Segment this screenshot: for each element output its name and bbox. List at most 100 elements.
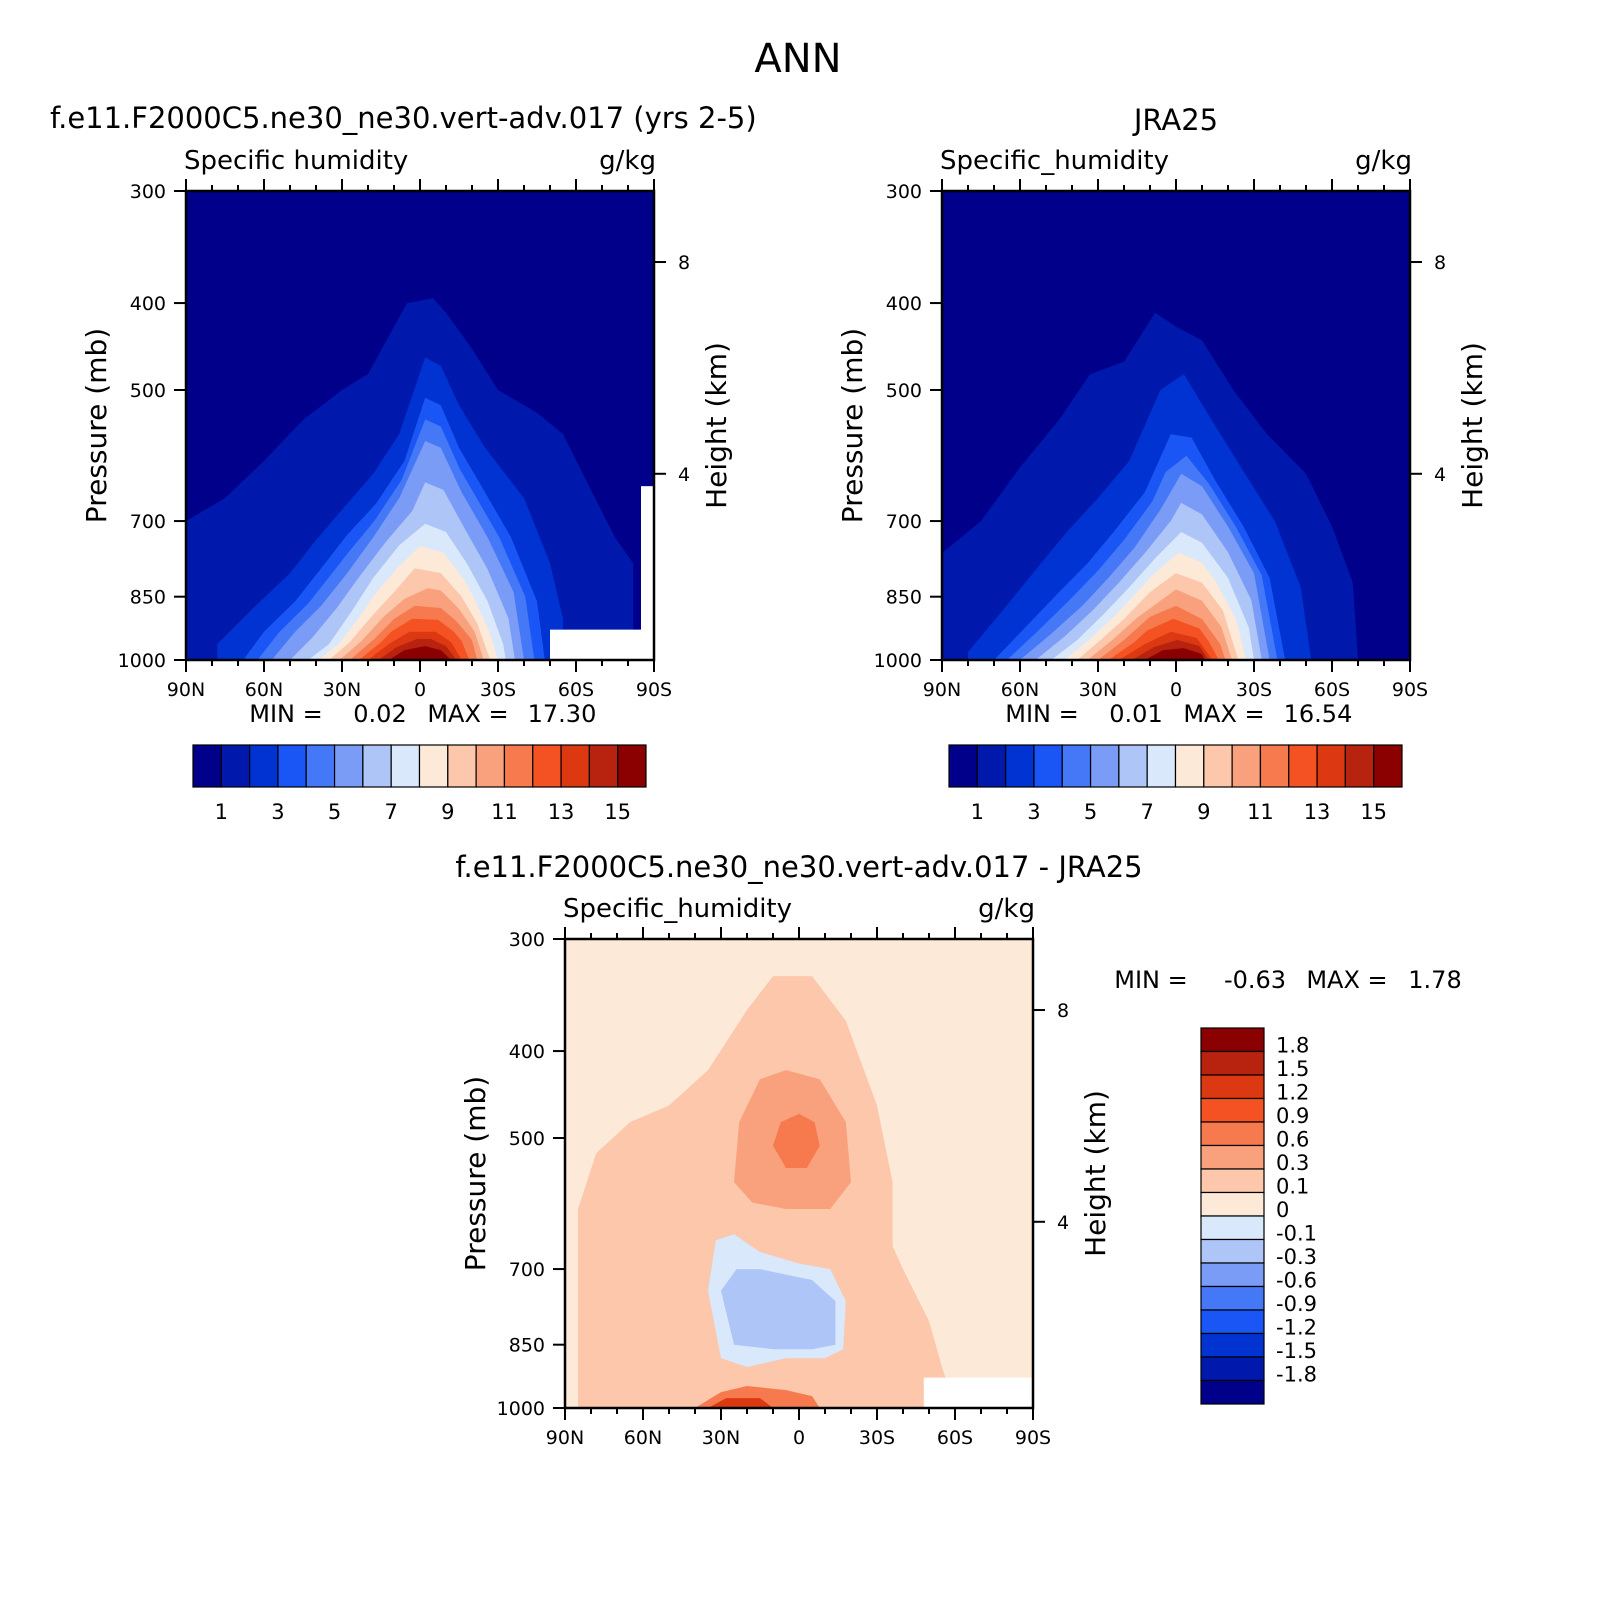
y2-axis-label: Height (km) <box>1456 342 1489 509</box>
colorbar-box <box>1259 744 1290 788</box>
x-tick-label: 30S <box>1236 679 1272 701</box>
left-string: Specific_humidity <box>563 894 792 924</box>
y-tick-label: 1000 <box>118 650 166 672</box>
y2-tick-label: 4 <box>1057 1212 1069 1234</box>
x-tick-label: 60S <box>558 679 594 701</box>
panels: f.e11.F2000C5.ne30_ne30.vert-adv.017 (yr… <box>50 101 1489 1449</box>
panel-title: f.e11.F2000C5.ne30_ne30.vert-adv.017 - J… <box>455 850 1142 884</box>
colorbar-box <box>1200 1309 1265 1335</box>
colorbar-box <box>588 744 619 788</box>
colorbar-box <box>277 744 307 788</box>
colorbar-box <box>305 744 336 788</box>
colorbar-box <box>1146 744 1177 788</box>
colorbar-box <box>1118 744 1148 788</box>
y2-tick-label: 8 <box>1057 1000 1069 1022</box>
y-tick-label: 1000 <box>874 650 922 672</box>
colorbar-label: -0.3 <box>1276 1245 1317 1269</box>
colorbar-label: 0 <box>1276 1198 1289 1222</box>
colorbar-label: 3 <box>1027 800 1040 824</box>
colorbar-label: 1 <box>971 800 984 824</box>
right-string: g/kg <box>1355 146 1412 176</box>
contour-region <box>773 1113 820 1168</box>
colorbar-label: -0.9 <box>1276 1292 1317 1316</box>
contour-band-15 <box>388 646 452 660</box>
colorbar-box <box>976 744 1007 788</box>
colorbar-label: 7 <box>1141 800 1154 824</box>
colorbar-box <box>1288 744 1318 788</box>
x-tick-label: 0 <box>793 1427 805 1449</box>
y-tick-label: 400 <box>886 293 922 315</box>
colorbar-label: -1.2 <box>1276 1316 1317 1340</box>
colorbar-box <box>617 744 647 788</box>
colorbar-box <box>503 744 534 788</box>
colorbar-box <box>1005 744 1035 788</box>
max-value: 17.30 <box>528 700 597 728</box>
y2-axis-label: Height (km) <box>700 342 733 509</box>
x-tick-label: 60N <box>624 1427 662 1449</box>
colorbar-label: 15 <box>1360 800 1387 824</box>
colorbar-label: 9 <box>441 800 454 824</box>
x-tick-label: 0 <box>414 679 426 701</box>
colorbar-box <box>1200 1168 1265 1194</box>
y2-tick-label: 8 <box>1434 252 1446 274</box>
min-value: 0.01 <box>1109 700 1162 728</box>
max-label: MAX = <box>1306 966 1387 994</box>
y-tick-label: 700 <box>130 511 166 533</box>
colorbar-box <box>362 744 392 788</box>
max-value: 16.54 <box>1284 700 1353 728</box>
colorbar-label: 9 <box>1197 800 1210 824</box>
colorbar-box <box>1203 744 1233 788</box>
max-label: MAX = <box>1183 700 1264 728</box>
y-axis-label: Pressure (mb) <box>836 328 869 523</box>
colorbar-box <box>1200 1356 1265 1382</box>
x-tick-label: 60S <box>1314 679 1350 701</box>
colorbar-box <box>532 744 562 788</box>
y-tick-label: 850 <box>509 1335 545 1357</box>
colorbar-box <box>475 744 506 788</box>
max-value: 1.78 <box>1408 966 1461 994</box>
x-tick-label: 90N <box>923 679 961 701</box>
x-tick-label: 90S <box>1392 679 1428 701</box>
colorbar-label: 1 <box>215 800 228 824</box>
colorbar-box <box>1200 1238 1265 1264</box>
colorbar-box <box>1231 744 1262 788</box>
y2-tick-label: 8 <box>678 252 690 274</box>
y-tick-label: 700 <box>886 511 922 533</box>
min-value: 0.02 <box>353 700 406 728</box>
y-axis-label: Pressure (mb) <box>80 328 113 523</box>
y-axis-label: Pressure (mb) <box>459 1076 492 1271</box>
x-tick-label: 0 <box>1170 679 1182 701</box>
y-tick-label: 1000 <box>497 1398 545 1420</box>
colorbar-box <box>1200 1191 1265 1217</box>
x-tick-label: 60N <box>245 679 283 701</box>
contour-fill <box>942 191 1410 660</box>
x-tick-label: 30N <box>1079 679 1117 701</box>
left-string: Specific humidity <box>184 146 408 176</box>
y-tick-label: 300 <box>509 929 545 951</box>
colorbar-box <box>1200 1144 1265 1170</box>
y-tick-label: 400 <box>509 1041 545 1063</box>
colorbar-box <box>948 744 978 788</box>
colorbar-label: 1.8 <box>1276 1034 1309 1058</box>
missing-data-region <box>923 1377 1033 1408</box>
colorbar-box <box>1033 744 1063 788</box>
missing-data-region <box>641 486 654 632</box>
colorbar-box <box>1200 1215 1265 1241</box>
y-tick-label: 500 <box>130 380 166 402</box>
colorbar-box <box>1061 744 1092 788</box>
colorbar-label: 0.1 <box>1276 1175 1309 1199</box>
x-tick-label: 30N <box>323 679 361 701</box>
colorbar-box <box>1200 1050 1265 1076</box>
colorbar-box <box>390 744 421 788</box>
colorbar-label: 0.9 <box>1276 1104 1309 1128</box>
x-tick-label: 90S <box>636 679 672 701</box>
colorbar-label: 13 <box>548 800 575 824</box>
colorbar-label: 0.6 <box>1276 1128 1309 1152</box>
y-tick-label: 300 <box>886 181 922 203</box>
panel-observations: JRA25 90N 60N 30N 0 30S 60S 90S 300 400 500 700 850 1… <box>836 103 1489 824</box>
panel-title: f.e11.F2000C5.ne30_ne30.vert-adv.017 (yr… <box>50 101 757 135</box>
panel-model: f.e11.F2000C5.ne30_ne30.vert-adv.017 (yr… <box>50 101 757 824</box>
colorbar-label: -0.1 <box>1276 1222 1317 1246</box>
colorbar-label: 7 <box>385 800 398 824</box>
